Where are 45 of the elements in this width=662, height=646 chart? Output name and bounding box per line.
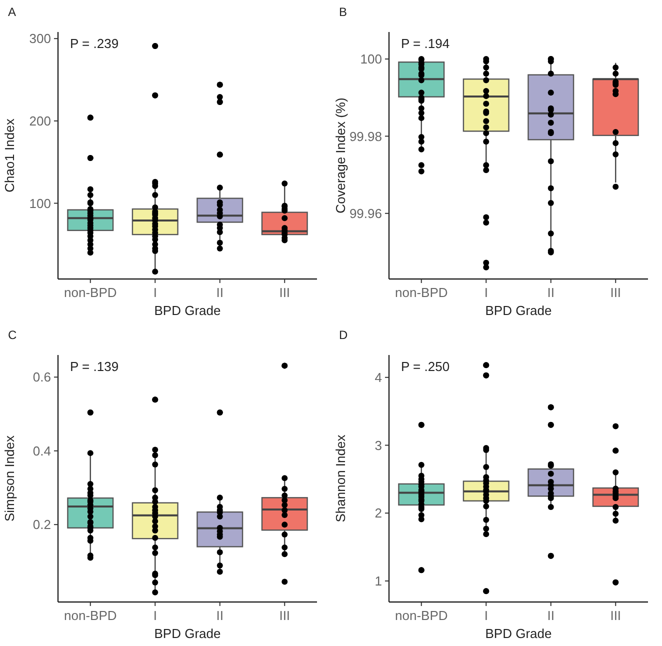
chart-title: B (339, 5, 348, 19)
y-tick-label: 99.96 (349, 206, 382, 221)
y-tick-label: 300 (29, 31, 51, 46)
y-tick-label: 0.6 (32, 370, 51, 385)
x-axis-title: BPD Grade (154, 303, 221, 318)
x-tick-label: II (547, 285, 554, 300)
y-tick-label: 100 (360, 52, 382, 67)
x-tick-label: non-BPD (395, 608, 448, 623)
x-tick-label: III (610, 608, 622, 623)
y-axis-title: Chao1 Index (2, 118, 17, 192)
y-tick-label: 100 (29, 196, 51, 211)
y-tick-label: 0.4 (32, 443, 51, 458)
x-tick-label: I (484, 608, 488, 623)
x-tick-label: III (279, 608, 290, 623)
x-tick-label: II (547, 608, 554, 623)
y-tick-label: 3 (374, 438, 382, 453)
x-tick-label: I (153, 608, 157, 623)
y-axis-title: Simpson Index (2, 435, 17, 522)
y-tick-label: 200 (29, 113, 51, 128)
x-axis-title: BPD Grade (154, 626, 221, 641)
chart-title: D (339, 328, 348, 342)
y-tick-label: 99.98 (349, 128, 382, 144)
x-tick-label: non-BPD (64, 608, 117, 623)
annotation: P = .250 (401, 359, 450, 374)
x-axis-title: BPD Grade (485, 303, 552, 318)
x-tick-label: III (279, 285, 290, 300)
chart-title: A (8, 5, 16, 19)
x-tick-label: III (610, 285, 622, 300)
annotation: P = .239 (70, 36, 119, 51)
annotation: P = .139 (70, 359, 119, 374)
y-tick-label: 0.2 (32, 517, 51, 532)
x-tick-label: non-BPD (64, 285, 117, 300)
annotation: P = .194 (401, 36, 450, 51)
y-axis-title: Coverage Index (%) (333, 98, 348, 214)
x-tick-label: I (153, 285, 157, 300)
y-tick-label: 4 (374, 370, 382, 385)
chart-title: C (8, 328, 17, 342)
x-tick-label: II (216, 285, 224, 300)
x-tick-label: II (216, 608, 224, 623)
x-tick-label: I (484, 285, 488, 300)
y-tick-label: 1 (374, 574, 382, 589)
x-axis-title: BPD Grade (485, 626, 552, 641)
x-tick-label: non-BPD (395, 285, 448, 300)
y-axis-title: Shannon Index (333, 434, 348, 522)
y-tick-label: 2 (374, 506, 382, 521)
